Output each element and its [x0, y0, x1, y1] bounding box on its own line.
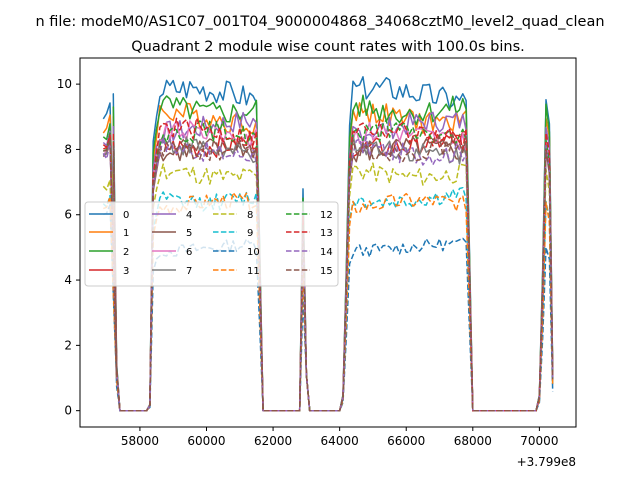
x-tick-label: 68000: [454, 434, 492, 448]
axes-frame: [79, 57, 577, 428]
x-tick-label: 64000: [321, 434, 359, 448]
axes-title: Quadrant 2 module wise count rates with …: [131, 39, 525, 55]
legend-label-9: 9: [247, 228, 253, 239]
legend-label-2: 2: [123, 247, 129, 258]
y-axis: 0 2 4 6 8 10: [57, 77, 80, 418]
x-tick-label: 60000: [187, 434, 225, 448]
x-axis-offset-label: +3.799e8: [517, 455, 576, 469]
legend-label-12: 12: [320, 210, 333, 221]
legend-label-4: 4: [186, 210, 192, 221]
x-tick-label: 70000: [520, 434, 558, 448]
x-tick-label: 62000: [254, 434, 292, 448]
y-tick-label: 4: [64, 273, 72, 287]
legend-label-0: 0: [123, 210, 129, 221]
legend-label-15: 15: [320, 266, 333, 277]
legend-frame: [84, 201, 339, 287]
legend-label-5: 5: [186, 228, 192, 239]
y-tick-label: 10: [57, 77, 72, 91]
legend-label-11: 11: [247, 266, 260, 277]
plot-area: 58000 60000 62000 64000 66000 68000 70000 0 2 4 6…: [57, 57, 577, 469]
y-tick-label: 2: [64, 338, 72, 352]
series-line-15: [103, 134, 554, 412]
legend-label-3: 3: [123, 266, 129, 277]
y-tick-label: 0: [64, 404, 72, 418]
legend-label-8: 8: [247, 210, 253, 221]
legend-label-7: 7: [186, 266, 192, 277]
legend-label-6: 6: [186, 247, 192, 258]
series-layer: [102, 76, 554, 412]
legend-label-10: 10: [247, 247, 260, 258]
y-tick-label: 6: [64, 208, 72, 222]
y-tick-label: 8: [64, 142, 72, 156]
x-tick-label: 66000: [387, 434, 425, 448]
x-tick-label: 58000: [121, 434, 159, 448]
legend-label-13: 13: [320, 228, 333, 239]
legend-label-14: 14: [320, 247, 333, 258]
figure-suptitle: n file: modeM0/AS1C07_001T04_9000004868_…: [35, 14, 604, 30]
legend-label-1: 1: [123, 228, 129, 239]
x-axis: 58000 60000 62000 64000 66000 68000 70000: [121, 427, 558, 448]
